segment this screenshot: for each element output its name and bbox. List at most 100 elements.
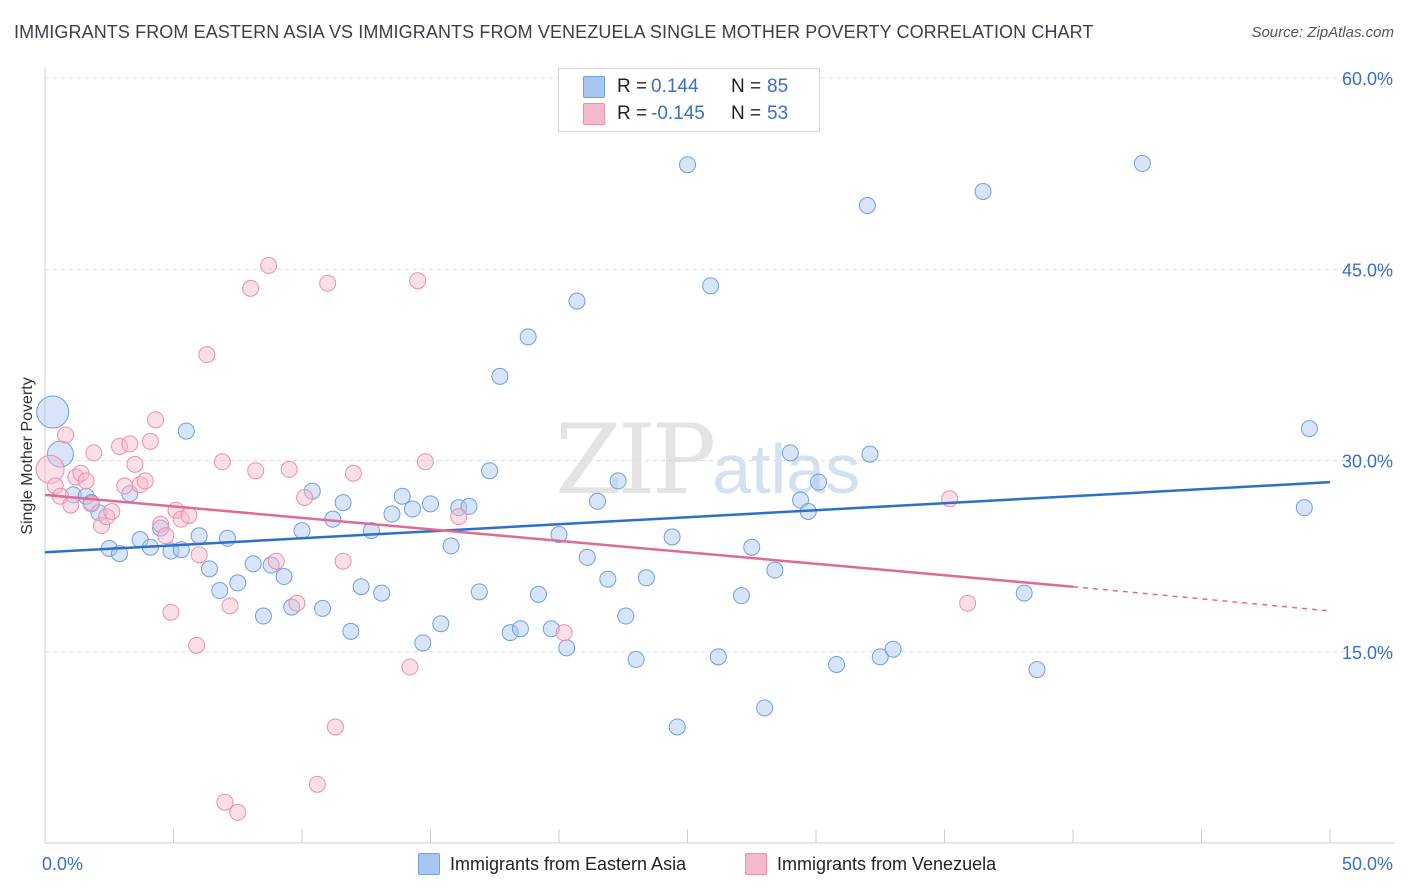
venezuela-point xyxy=(103,503,121,520)
venezuela-point xyxy=(141,432,159,450)
eastern-asia-point xyxy=(599,570,617,588)
legend-r-label: R = xyxy=(617,76,648,97)
venezuela-point xyxy=(229,803,247,821)
eastern-asia-point xyxy=(766,561,784,579)
source-label: Source: ZipAtlas.com xyxy=(1251,24,1394,41)
bottom-legend-label: Immigrants from Venezuela xyxy=(777,853,997,874)
venezuela-point xyxy=(401,658,419,676)
eastern-asia-point xyxy=(432,615,450,633)
eastern-asia-point xyxy=(663,528,681,546)
bottom-legend-venezuela: Immigrants from Venezuela xyxy=(745,852,996,876)
eastern-asia-point xyxy=(481,462,499,480)
venezuela-trendline-extension xyxy=(1072,585,1331,612)
eastern-asia-point xyxy=(519,328,537,346)
eastern-asia-point xyxy=(550,525,568,543)
venezuela-point xyxy=(136,472,154,490)
venezuela-point xyxy=(213,453,231,471)
legend-swatch-blue xyxy=(583,76,605,98)
venezuela-point xyxy=(98,508,116,526)
venezuela-point xyxy=(62,496,80,514)
eastern-asia-point xyxy=(871,648,889,666)
eastern-asia-point xyxy=(422,495,439,513)
venezuela-point xyxy=(57,426,75,444)
venezuela-point xyxy=(46,477,64,495)
y-tick-label: 30.0% xyxy=(1342,452,1393,472)
y-tick-label: 15.0% xyxy=(1342,643,1393,663)
eastern-asia-point xyxy=(668,718,686,736)
venezuela-point xyxy=(555,624,573,642)
eastern-asia-point xyxy=(627,650,645,668)
venezuela-point xyxy=(172,510,190,528)
venezuela-point xyxy=(190,546,208,564)
eastern-asia-point xyxy=(702,277,720,295)
x-tick-label: 0.0% xyxy=(42,854,83,874)
eastern-asia-point xyxy=(373,584,391,602)
venezuela-point xyxy=(180,506,198,524)
eastern-asia-point xyxy=(314,599,332,617)
legend-n-value: 85 xyxy=(767,76,789,97)
venezuela-point xyxy=(162,603,180,621)
eastern-asia-point xyxy=(501,624,519,642)
venezuela-point xyxy=(198,346,216,364)
eastern-asia-point xyxy=(275,568,293,586)
venezuela-trendline xyxy=(44,493,1074,588)
venezuela-point xyxy=(280,460,298,478)
eastern-asia-point xyxy=(732,587,750,605)
eastern-asia-point xyxy=(756,699,774,717)
eastern-asia-point xyxy=(1295,499,1313,517)
eastern-asia-point xyxy=(679,156,696,174)
venezuela-point xyxy=(216,793,234,811)
venezuela-point xyxy=(77,472,95,490)
correlation-legend: R = 0.144 N = 85 R = -0.145 N = 53 xyxy=(558,68,820,132)
legend-row-eastern-asia: R = 0.144 N = 85 xyxy=(583,74,788,100)
venezuela-point xyxy=(344,464,362,482)
venezuela-point xyxy=(288,594,306,612)
eastern-asia-point xyxy=(1028,661,1046,679)
eastern-asia-point xyxy=(414,634,432,652)
venezuela-point xyxy=(334,552,352,570)
venezuela-point xyxy=(147,411,165,429)
venezuela-point xyxy=(409,272,427,290)
eastern-asia-point xyxy=(1015,584,1033,602)
venezuela-point xyxy=(308,775,326,793)
eastern-asia-point xyxy=(617,607,635,625)
eastern-asia-point xyxy=(884,640,902,658)
eastern-asia-point xyxy=(334,494,352,512)
eastern-asia-point xyxy=(177,422,195,440)
eastern-asia-point xyxy=(974,182,992,200)
legend-r-label: R = xyxy=(617,103,648,124)
eastern-asia-point xyxy=(568,292,586,310)
eastern-asia-point xyxy=(293,522,311,540)
eastern-asia-point xyxy=(529,585,547,603)
venezuela-point xyxy=(260,256,278,274)
x-tick-label: 50.0% xyxy=(1342,854,1393,874)
venezuela-point xyxy=(85,444,103,462)
venezuela-point xyxy=(121,435,139,453)
eastern-asia-point xyxy=(578,548,596,566)
eastern-asia-point xyxy=(709,648,727,666)
watermark-atlas: atlas xyxy=(712,430,861,508)
venezuela-point xyxy=(247,462,265,480)
venezuela-point xyxy=(93,517,111,535)
eastern-asia-point xyxy=(743,538,761,556)
venezuela-point xyxy=(157,527,175,545)
eastern-asia-point xyxy=(542,620,560,638)
legend-swatch-pink xyxy=(583,103,605,125)
venezuela-point xyxy=(242,279,260,297)
eastern-asia-point xyxy=(861,445,879,463)
eastern-asia-point xyxy=(558,639,576,657)
venezuela-point xyxy=(450,508,468,526)
eastern-asia-point xyxy=(470,583,488,601)
eastern-asia-point xyxy=(460,497,478,515)
y-tick-label: 60.0% xyxy=(1342,69,1393,89)
eastern-asia-point xyxy=(491,367,509,385)
eastern-asia-point xyxy=(404,500,422,518)
y-tick-label: 45.0% xyxy=(1342,260,1393,280)
eastern-asia-point xyxy=(211,582,229,600)
eastern-asia-trendline xyxy=(44,480,1331,554)
eastern-asia-point xyxy=(609,472,627,490)
venezuela-point xyxy=(35,454,65,484)
eastern-asia-point xyxy=(828,656,846,673)
eastern-asia-point xyxy=(352,578,370,596)
